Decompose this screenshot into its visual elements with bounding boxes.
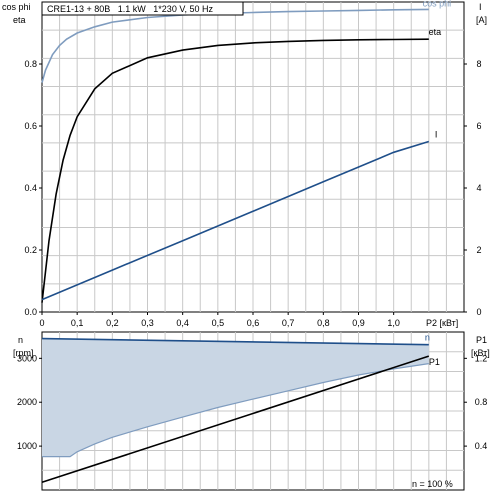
bottom-y-tick-label: 3000 bbox=[17, 353, 37, 363]
top-y-tick-label: 0.0 bbox=[24, 307, 37, 317]
bottom-y-tick-label: 1000 bbox=[17, 441, 37, 451]
top-left-axis-label-1: cos phi bbox=[2, 2, 31, 12]
top-y-ticks-right: 0 2 4 6 8 bbox=[464, 59, 482, 317]
top-y-right-tick-label: 8 bbox=[476, 59, 481, 69]
top-series: cos phi eta I bbox=[41, 0, 452, 303]
series-label-P1: P1 bbox=[429, 357, 440, 367]
series-line-n bbox=[41, 337, 429, 346]
top-y-right-tick-label: 6 bbox=[476, 121, 481, 131]
speed-annotation: n = 100 % bbox=[412, 479, 453, 489]
bottom-y-right-tick-label: 1.2 bbox=[475, 353, 488, 363]
top-x-tick-label: 0,6 bbox=[247, 318, 260, 328]
series-label-n: n bbox=[425, 333, 430, 343]
top-x-tick-label: 0 bbox=[39, 318, 44, 328]
bottom-y-right-tick-label: 0.4 bbox=[475, 441, 488, 451]
bottom-series: n P1 bbox=[41, 333, 440, 484]
top-right-axis-label-2: [A] bbox=[476, 15, 487, 25]
top-x-tick-label: 0,8 bbox=[317, 318, 330, 328]
speed-range-lower-edge bbox=[42, 363, 429, 458]
top-x-tick-label: 0,9 bbox=[352, 318, 365, 328]
top-x-tick-label: 0,3 bbox=[141, 318, 154, 328]
top-grid bbox=[42, 2, 464, 312]
series-label-eta: eta bbox=[429, 27, 442, 37]
top-x-tick-label: 0,7 bbox=[282, 318, 295, 328]
top-left-axis-label-2: eta bbox=[13, 15, 26, 25]
bottom-y-ticks-right: 0.4 0.8 1.2 bbox=[464, 353, 487, 451]
title-box bbox=[41, 1, 244, 16]
top-y-tick-label: 0.4 bbox=[24, 183, 37, 193]
bottom-left-axis-label-2: [rpm] bbox=[13, 348, 34, 358]
speed-power-panel: n P1 1000 2000 3000 0.4 0.8 1.2 n [rpm] P1 [к… bbox=[13, 331, 490, 491]
series-label-I: I bbox=[435, 130, 438, 140]
bottom-right-axis-label-1: P1 bbox=[476, 335, 487, 345]
top-right-axis-label-1: I bbox=[479, 2, 482, 12]
series-line-P1 bbox=[41, 355, 430, 484]
speed-range-band bbox=[42, 338, 429, 457]
top-y-right-tick-label: 2 bbox=[476, 245, 481, 255]
top-y-right-tick-label: 0 bbox=[476, 307, 481, 317]
top-x-tick-label: 0,2 bbox=[106, 318, 119, 328]
bottom-y-tick-label: 2000 bbox=[17, 397, 37, 407]
top-x-ticks: 0 0,1 0,2 0,3 0,4 0,5 0,6 0,7 0,8 0,9 1,0 bbox=[39, 312, 400, 328]
top-y-ticks-left: 0.0 0.2 0.4 0.6 0.8 bbox=[24, 59, 42, 317]
series-line-I bbox=[41, 140, 430, 301]
bottom-left-axis-label-1: n bbox=[18, 335, 23, 345]
bottom-right-axis-label-2: [кВт] bbox=[471, 348, 490, 358]
top-x-tick-label: 1,0 bbox=[387, 318, 400, 328]
top-x-tick-label: 0,4 bbox=[176, 318, 189, 328]
top-x-axis-label: P2 [кВт] bbox=[426, 318, 458, 328]
top-y-tick-label: 0.8 bbox=[24, 59, 37, 69]
top-x-tick-label: 0,5 bbox=[212, 318, 225, 328]
series-label-cos-phi: cos phi bbox=[423, 0, 452, 8]
bottom-y-right-tick-label: 0.8 bbox=[475, 397, 488, 407]
top-x-tick-label: 0,1 bbox=[71, 318, 84, 328]
top-y-tick-label: 0.6 bbox=[24, 121, 37, 131]
bottom-y-ticks-left: 1000 2000 3000 bbox=[17, 353, 42, 451]
series-line-eta bbox=[41, 38, 429, 303]
efficiency-current-panel: cos phi eta I 0 0,1 0,2 0,3 0,4 0,5 0,6 0,7 0,8 0,9… bbox=[2, 0, 487, 328]
top-y-right-tick-label: 4 bbox=[476, 183, 481, 193]
series-line-cos-phi bbox=[41, 8, 429, 83]
top-y-tick-label: 0.2 bbox=[24, 245, 37, 255]
chart-title: CRE1-13 + 80B 1.1 kW 1*230 V, 50 Hz bbox=[47, 4, 214, 14]
